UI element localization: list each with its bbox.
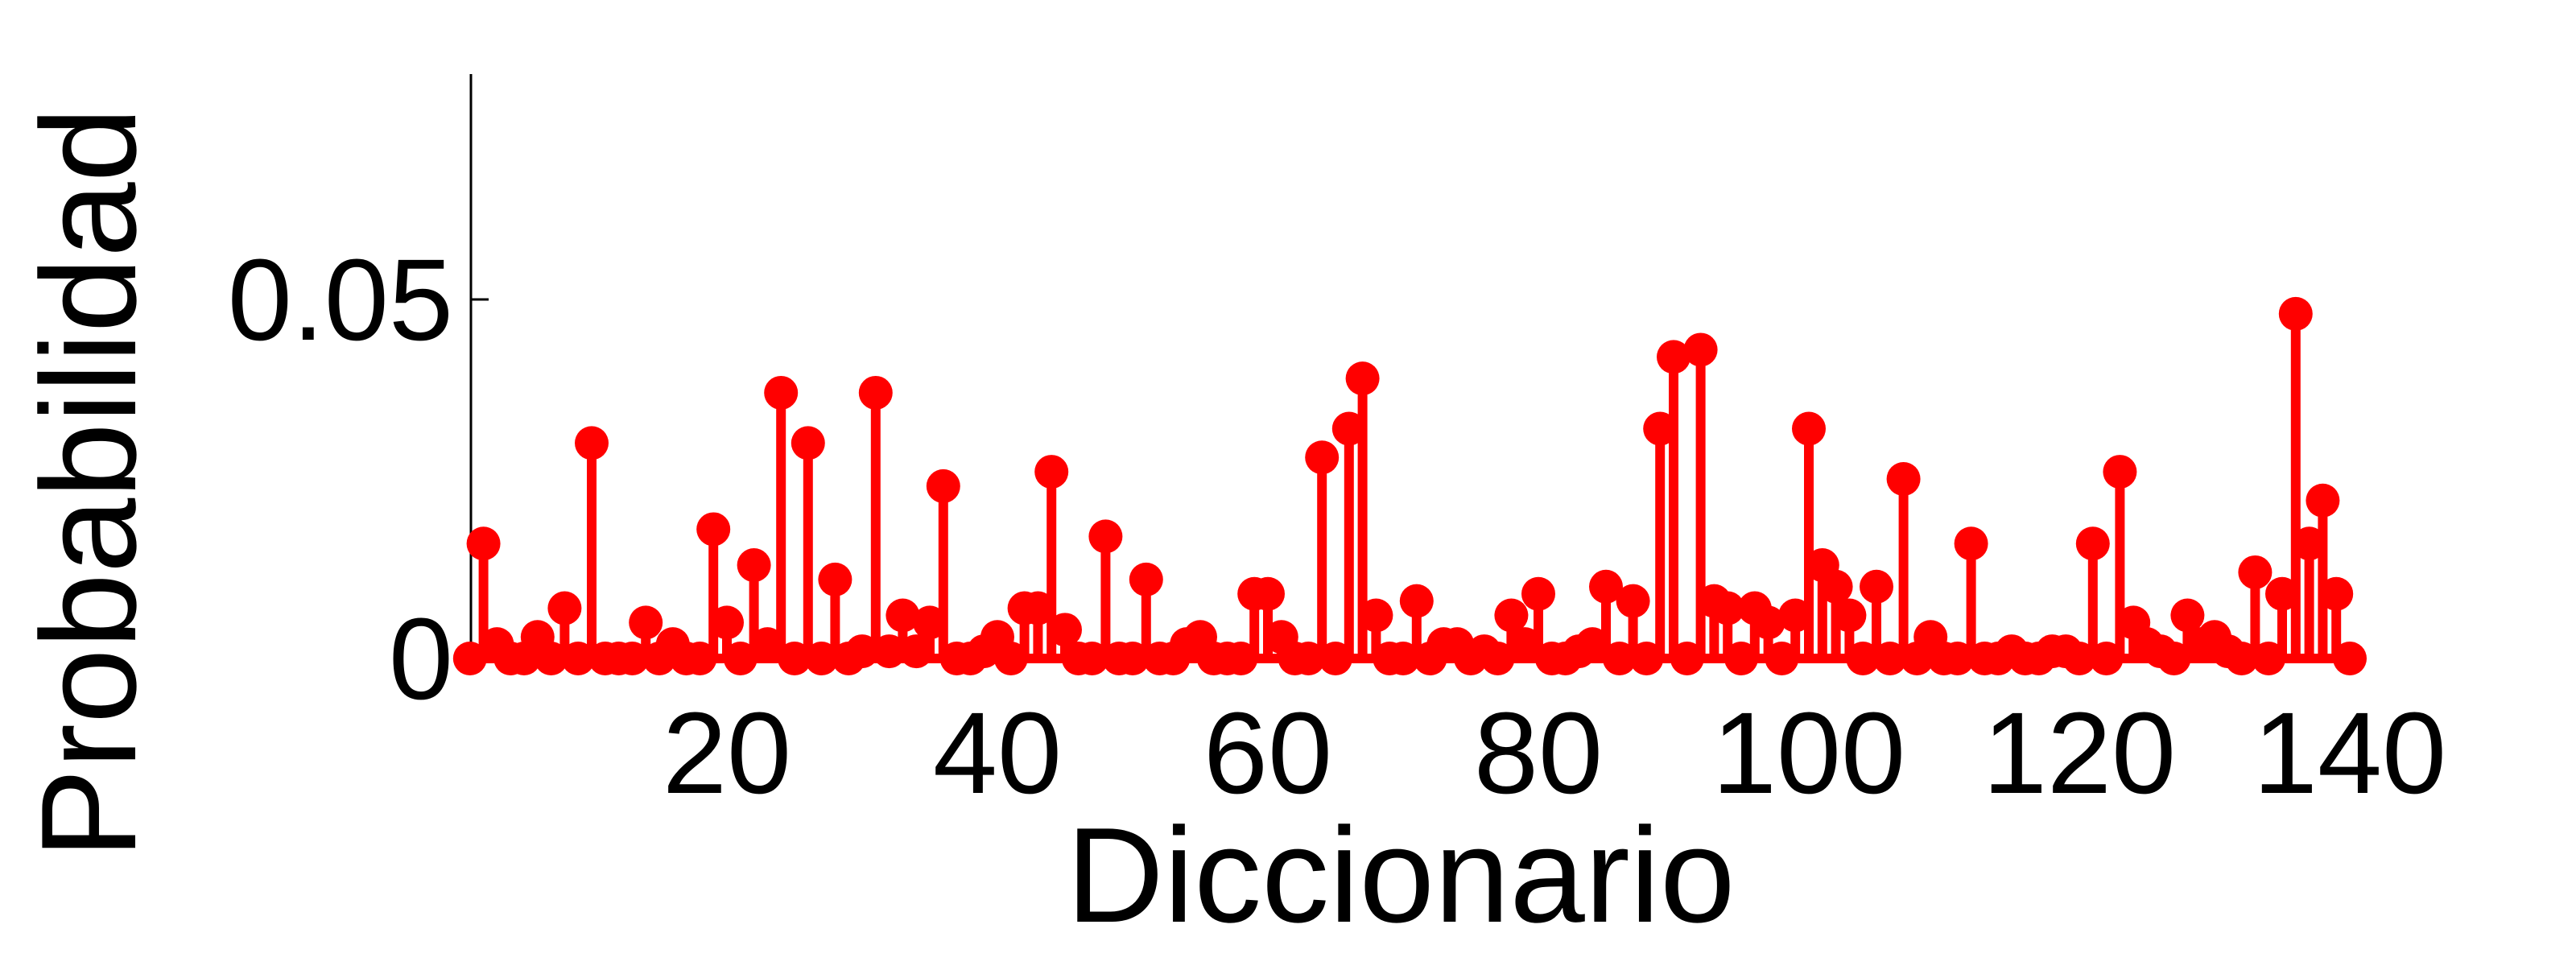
- stem-marker: [1359, 598, 1393, 633]
- stem-marker: [913, 605, 947, 640]
- stem-marker: [629, 605, 663, 640]
- stem-marker: [1886, 462, 1921, 496]
- stem-marker: [2319, 576, 2354, 611]
- stem-marker: [1251, 576, 1285, 611]
- stem-marker: [1129, 562, 1163, 596]
- stem-marker: [1778, 598, 1813, 633]
- stem-marker: [1792, 411, 1826, 446]
- stem-marker: [696, 512, 731, 547]
- stem-series: [452, 296, 2367, 675]
- x-tick-label: 80: [1474, 688, 1603, 818]
- stem-marker: [2278, 296, 2313, 331]
- x-tick-label: 60: [1203, 688, 1332, 818]
- stem-marker: [1088, 519, 1123, 554]
- stem-marker: [750, 627, 785, 662]
- stem-marker: [1954, 526, 1988, 561]
- stem-marker: [547, 591, 582, 625]
- stem-marker: [1508, 627, 1542, 662]
- y-tick-label: 0: [389, 594, 453, 724]
- stem-marker: [926, 468, 960, 503]
- stem-marker: [791, 426, 825, 460]
- stem-marker: [1399, 584, 1434, 618]
- x-axis-label: Diccionario: [1067, 799, 1736, 951]
- stem-marker: [1575, 627, 1610, 662]
- stem-marker: [2170, 598, 2205, 633]
- y-ticks: 00.05: [228, 235, 489, 724]
- stem-marker: [764, 375, 799, 410]
- stem-marker: [1305, 440, 1340, 475]
- stem-marker: [1616, 584, 1650, 618]
- stem-marker: [2075, 526, 2110, 561]
- stem-marker: [886, 598, 920, 633]
- x-ticks: 20 40 60 80 100 120 140: [663, 688, 2446, 818]
- stem-marker: [575, 426, 609, 460]
- stem-marker: [1643, 411, 1678, 446]
- stem-marker: [1345, 361, 1380, 396]
- stem-marker: [1494, 598, 1529, 633]
- x-tick-label: 120: [1983, 688, 2176, 818]
- stem-marker: [466, 526, 501, 561]
- stem-marker: [2238, 555, 2273, 589]
- stem-marker: [1711, 591, 1745, 625]
- stem-marker: [1860, 569, 1893, 604]
- stem-marker: [1521, 576, 1555, 611]
- y-axis-label: Probabilidad: [13, 107, 164, 859]
- stem-marker: [1034, 455, 1069, 489]
- stem-marker: [1751, 605, 1785, 640]
- x-tick-label: 40: [933, 688, 1062, 818]
- stem-marker: [1683, 332, 1718, 367]
- stem-marker: [1048, 613, 1082, 647]
- stem-marker: [1832, 598, 1867, 633]
- stem-marker: [1818, 569, 1853, 604]
- stem-marker: [737, 548, 771, 583]
- stem-marker: [2265, 576, 2299, 611]
- stem-marker: [1021, 591, 1055, 625]
- y-tick-label: 0.05: [228, 235, 453, 365]
- x-tick-label: 20: [663, 688, 791, 818]
- stem-marker: [1657, 340, 1690, 374]
- x-tick-label: 100: [1712, 688, 1905, 818]
- x-tick-label: 140: [2253, 688, 2446, 818]
- stem-marker: [710, 605, 744, 640]
- stem-marker: [818, 562, 852, 596]
- stem-marker: [2292, 526, 2326, 561]
- stem-marker: [1331, 411, 1366, 446]
- stem-marker: [2306, 483, 2340, 518]
- stem-marker: [1589, 569, 1623, 604]
- stem-marker: [2103, 455, 2137, 489]
- stem-marker: [858, 375, 893, 410]
